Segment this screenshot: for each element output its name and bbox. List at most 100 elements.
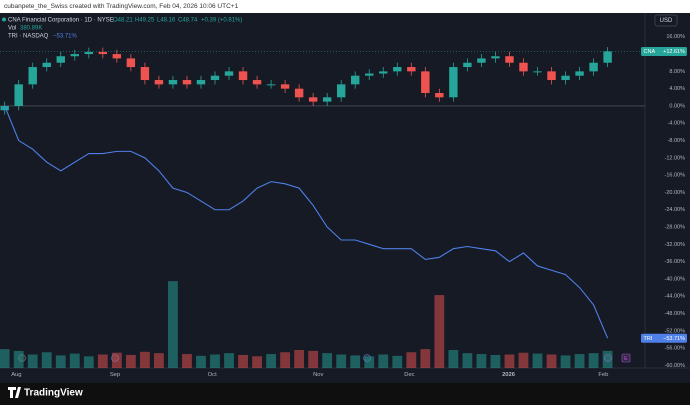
volume-bar	[336, 354, 347, 368]
x-tick-label: Sep	[110, 372, 120, 378]
candle-body	[308, 97, 318, 102]
x-tick-label: Oct	[208, 372, 217, 378]
volume-bar	[294, 350, 305, 368]
volume-bar	[27, 354, 38, 368]
legend: CNA Financial Corporation · 1D · NYSE O4…	[2, 17, 242, 40]
x-tick-label: Nov	[313, 372, 323, 378]
candle-body	[336, 84, 346, 98]
candle-body	[28, 67, 37, 85]
volume-bar	[420, 349, 431, 368]
candle-body	[505, 56, 514, 63]
volume-bar	[574, 354, 585, 368]
volume-bar	[322, 353, 333, 368]
candle-body	[252, 80, 262, 85]
candle-body	[196, 80, 206, 85]
y-tick-label: -44.00%	[665, 294, 686, 300]
candle-body	[182, 80, 192, 85]
candle-body	[603, 51, 612, 63]
candle-body	[154, 80, 164, 85]
earnings-icon[interactable]	[621, 353, 631, 363]
y-tick-label: -12.00%	[665, 155, 686, 161]
volume-bar	[210, 354, 220, 368]
candle-body	[435, 92, 444, 98]
volume-bar	[434, 295, 445, 368]
y-tick-label: -28.00%	[665, 224, 686, 230]
candle-body	[56, 56, 65, 63]
volume-bar	[252, 356, 262, 368]
y-tick-label: -16.00%	[665, 173, 686, 179]
candle-body	[84, 51, 94, 55]
y-tick-label: -8.00%	[668, 138, 686, 144]
legend-close: C48.74	[178, 18, 198, 24]
earnings-label: E	[624, 356, 628, 362]
legend-title: CNA Financial Corporation · 1D · NYSE	[8, 18, 114, 24]
candle-body	[351, 75, 360, 85]
chart-background	[0, 13, 690, 383]
last-value-label: −53.71%	[663, 336, 685, 342]
candle-body	[533, 71, 542, 73]
volume-bar	[125, 354, 136, 368]
y-tick-label: 16.00%	[666, 34, 685, 40]
candle-body	[126, 58, 136, 68]
candle-body	[224, 71, 234, 76]
y-tick-label: -20.00%	[665, 190, 686, 196]
volume-bar	[546, 354, 557, 368]
candle-body	[365, 73, 374, 76]
header-bar	[0, 0, 690, 13]
last-value-tag	[641, 46, 687, 56]
currency: USD	[660, 18, 673, 24]
legend-compare-value: −53.71%	[53, 34, 78, 40]
last-value-label: +12.61%	[663, 49, 685, 55]
volume-bar	[13, 350, 24, 368]
candle-body	[112, 54, 122, 59]
candle-body	[575, 71, 584, 76]
currency-box[interactable]	[654, 14, 678, 27]
x-tick-label: Feb	[598, 372, 608, 378]
last-value-name: CNA	[644, 49, 656, 55]
candle-body	[407, 67, 416, 72]
volume-bar	[378, 354, 389, 368]
y-tick-label: -52.00%	[665, 328, 686, 334]
y-tick-label: -24.00%	[665, 207, 686, 213]
legend-icon	[2, 17, 6, 22]
candle-body	[42, 62, 51, 68]
volume-bar	[97, 354, 108, 368]
attribution: cubanpete_the_Swiss created with Trading…	[4, 3, 239, 10]
volume-bar	[196, 355, 206, 368]
volume-bar	[462, 353, 473, 368]
volume-bar	[560, 355, 571, 368]
y-tick-label: -48.00%	[665, 311, 686, 317]
volume-bar	[504, 354, 515, 368]
candle-body	[491, 56, 500, 59]
x-tick-label: 2026	[502, 372, 516, 378]
legend-volume-value: 380.89K	[20, 26, 42, 32]
candle-body	[14, 84, 23, 106]
legend-high: H49.25	[135, 18, 155, 24]
candle-body	[140, 67, 150, 81]
candle-body	[168, 80, 178, 85]
legend-compare-title: TRI · NASDAQ	[8, 34, 49, 40]
y-tick-label: -60.00%	[665, 363, 686, 369]
volume-bar	[490, 354, 501, 368]
candle-body	[98, 51, 108, 55]
volume-bar	[266, 354, 276, 368]
volume-bar	[168, 281, 178, 368]
y-tick-label: 0.00%	[669, 103, 685, 109]
brand-logo	[8, 387, 21, 398]
candle-body	[463, 62, 472, 68]
candle-body	[421, 71, 430, 93]
y-tick-label: -40.00%	[665, 276, 686, 282]
y-tick-label: -36.00%	[665, 259, 686, 265]
volume-bar	[139, 351, 150, 368]
candle-body	[280, 84, 290, 89]
volume-bar	[41, 352, 52, 368]
candle-body	[70, 54, 79, 57]
volume-bar	[350, 355, 361, 368]
volume-bar	[0, 349, 10, 368]
volume-bar	[392, 355, 403, 368]
volume-bar	[280, 352, 291, 368]
candle-body	[322, 97, 332, 102]
volume-bar	[111, 352, 122, 368]
volume-bar	[406, 352, 417, 368]
